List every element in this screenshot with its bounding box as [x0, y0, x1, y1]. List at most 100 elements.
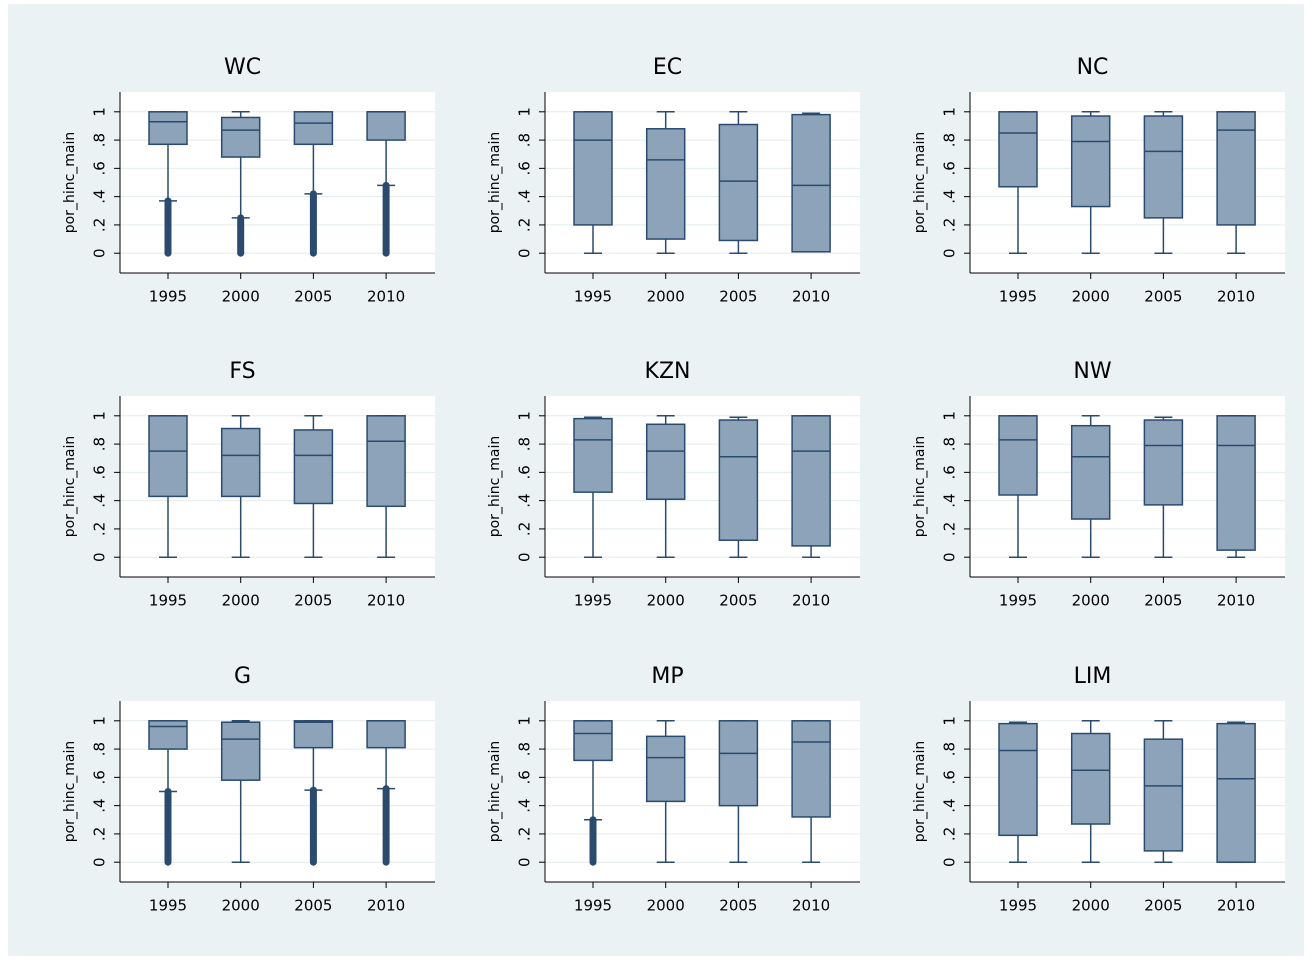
y-tick-label: .8	[941, 133, 959, 147]
x-tick-label: 1995	[999, 592, 1037, 610]
y-tick-label: 0	[91, 248, 109, 258]
y-tick-label: 0	[516, 248, 534, 258]
x-tick-label: 2010	[1217, 592, 1255, 610]
box	[1143, 115, 1184, 219]
y-tick-label: .6	[91, 770, 109, 784]
x-tick-label: 2010	[367, 897, 405, 915]
box	[573, 111, 613, 226]
chart-title: FS	[229, 359, 255, 384]
y-tick-label: .6	[516, 465, 534, 479]
x-tick-label: 2010	[792, 288, 830, 306]
x-tick-label: 2010	[1217, 288, 1255, 306]
chart-title: KZN	[645, 359, 691, 384]
y-tick-label: .2	[941, 218, 959, 232]
box	[1070, 424, 1111, 520]
x-tick-label: 2000	[647, 592, 685, 610]
y-tick-label: .6	[516, 161, 534, 175]
x-tick-label: 2005	[719, 897, 757, 915]
y-axis-label: por_hinc_main	[912, 132, 928, 234]
x-tick-label: 2005	[294, 288, 332, 306]
x-tick-label: 1995	[999, 288, 1037, 306]
box	[220, 116, 261, 158]
y-tick-label: .8	[91, 437, 109, 451]
x-tick-label: 2005	[1144, 592, 1182, 610]
x-tick-label: 2005	[1144, 288, 1182, 306]
chart-title: EC	[653, 55, 682, 80]
box	[718, 419, 759, 541]
y-tick-label: .8	[516, 742, 534, 756]
box	[293, 720, 334, 749]
box	[791, 113, 831, 253]
y-tick-label: .8	[941, 437, 959, 451]
y-tick-label: .2	[91, 218, 109, 232]
y-tick-label: 0	[941, 248, 959, 258]
y-tick-label: .6	[941, 161, 959, 175]
y-tick-label: .8	[516, 437, 534, 451]
y-tick-label: .2	[91, 522, 109, 536]
box	[1216, 415, 1256, 551]
y-tick-label: .2	[516, 522, 534, 536]
y-tick-label: 0	[91, 857, 109, 867]
x-tick-label: 2005	[294, 592, 332, 610]
box	[718, 123, 759, 242]
x-tick-label: 1995	[149, 288, 187, 306]
box	[998, 722, 1038, 837]
box	[998, 415, 1038, 496]
chart-title: NC	[1077, 55, 1109, 80]
box	[220, 427, 261, 498]
x-tick-label: 2000	[1072, 592, 1110, 610]
y-tick-label: .2	[91, 827, 109, 841]
box	[366, 720, 406, 749]
box	[1216, 111, 1256, 226]
y-tick-label: .4	[516, 798, 534, 812]
chart-title: NW	[1073, 359, 1111, 384]
y-axis-label: por_hinc_main	[487, 741, 503, 843]
box	[791, 415, 831, 547]
chart-title: WC	[224, 55, 261, 80]
y-tick-label: 1	[91, 411, 109, 421]
y-tick-label: .4	[91, 493, 109, 507]
y-tick-label: .2	[516, 218, 534, 232]
y-axis-label: por_hinc_main	[62, 132, 78, 234]
x-tick-label: 2010	[792, 897, 830, 915]
chart-title: LIM	[1074, 664, 1112, 689]
y-tick-label: .8	[91, 742, 109, 756]
x-tick-label: 2000	[222, 592, 260, 610]
y-tick-label: .2	[516, 827, 534, 841]
y-tick-label: .4	[516, 189, 534, 203]
x-tick-label: 1995	[574, 592, 612, 610]
y-tick-label: 0	[516, 857, 534, 867]
box	[573, 720, 613, 762]
y-tick-label: 0	[941, 857, 959, 867]
box	[573, 417, 613, 493]
y-tick-label: .4	[941, 189, 959, 203]
y-axis-label: por_hinc_main	[912, 741, 928, 843]
y-tick-label: .4	[516, 493, 534, 507]
y-axis-label: por_hinc_main	[487, 132, 503, 234]
y-axis-label: por_hinc_main	[62, 436, 78, 538]
y-tick-label: .4	[941, 493, 959, 507]
y-tick-label: .4	[91, 798, 109, 812]
box	[1216, 722, 1256, 863]
box	[293, 429, 334, 505]
x-tick-label: 2010	[367, 592, 405, 610]
y-tick-label: .6	[91, 161, 109, 175]
y-tick-label: 1	[941, 107, 959, 117]
y-tick-label: 1	[91, 716, 109, 726]
y-tick-label: 0	[91, 552, 109, 562]
box	[645, 128, 686, 240]
box	[1143, 419, 1184, 506]
box	[148, 415, 188, 498]
y-tick-label: .4	[941, 798, 959, 812]
x-tick-label: 2005	[719, 592, 757, 610]
box	[1070, 115, 1111, 208]
x-tick-label: 2005	[719, 288, 757, 306]
x-tick-label: 2000	[222, 897, 260, 915]
box	[718, 720, 759, 807]
y-axis-label: por_hinc_main	[62, 741, 78, 843]
box	[148, 111, 188, 146]
box	[148, 720, 188, 750]
y-tick-label: 0	[516, 552, 534, 562]
x-tick-label: 1995	[999, 897, 1037, 915]
